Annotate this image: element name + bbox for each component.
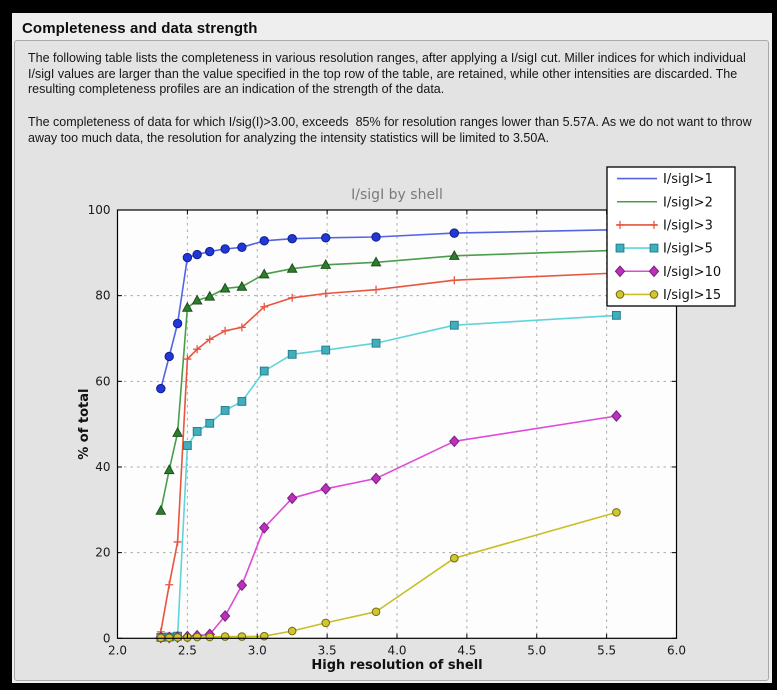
conclusion-paragraph: The completeness of data for which I/sig… — [28, 115, 756, 145]
description-paragraph: The following table lists the completene… — [28, 51, 750, 97]
report-window: Completeness and data strength The follo… — [12, 13, 772, 683]
page-title: Completeness and data strength — [22, 20, 258, 37]
content-panel: The following table lists the completene… — [14, 40, 769, 681]
